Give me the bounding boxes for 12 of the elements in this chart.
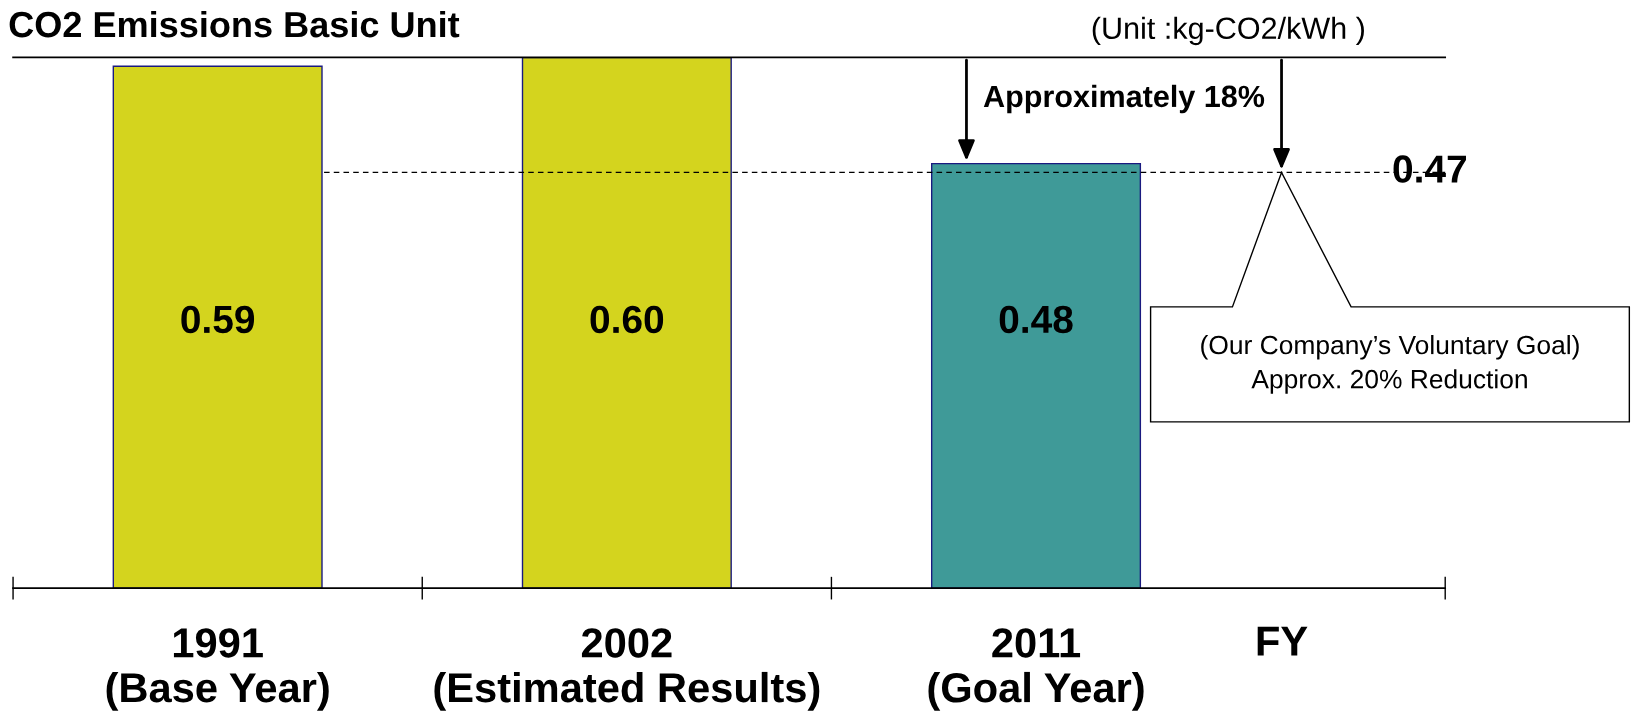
- data-label: 0.59: [181, 305, 255, 334]
- chart-title: CO2 Emissions Basic Unit: [9, 10, 460, 38]
- text: (Unit :kg-CO2/kWh ): [1092, 16, 1364, 46]
- data-label: 0.60: [590, 305, 664, 334]
- x-axis-title: FY: [1257, 626, 1308, 656]
- x-tick-label: 1991 (Base Year): [106, 628, 329, 711]
- annotation: Approximately 18%: [983, 84, 1265, 114]
- annotation: (Our Company’s Voluntary Goal) Approx. 20% Reduction: [1201, 334, 1579, 394]
- x-tick-label: 2002 (Estimated Results): [434, 628, 820, 711]
- ref-line-label: 0.47: [1393, 155, 1466, 183]
- data-label: 0.48: [999, 305, 1073, 334]
- x-tick-label: 2011 (Goal Year): [928, 628, 1144, 711]
